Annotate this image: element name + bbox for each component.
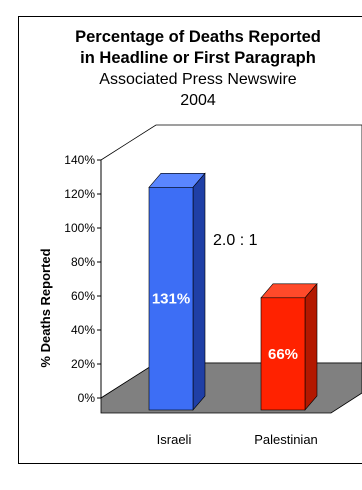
y-tick-label: 140% xyxy=(64,153,95,167)
y-tick-label: 60% xyxy=(71,289,95,303)
ratio-annotation: 2.0 : 1 xyxy=(213,232,258,249)
chart-title: Percentage of Deaths Reported xyxy=(75,28,321,46)
chart-titles: Percentage of Deaths Reported in Headlin… xyxy=(18,27,362,111)
y-tick-label: 0% xyxy=(78,391,96,405)
bar-side xyxy=(304,282,318,411)
y-tick-label: 100% xyxy=(64,221,95,235)
bar-palestinian xyxy=(260,297,306,411)
bar-data-label: 131% xyxy=(152,291,190,308)
chart-subtitle: Associated Press Newswire xyxy=(99,71,297,88)
bar-data-label: 66% xyxy=(268,346,298,363)
back-wall xyxy=(100,124,362,399)
y-tick-label: 80% xyxy=(71,255,95,269)
y-axis: 0% 20% 40% 60% 80% 100% 120% 140% xyxy=(64,153,102,405)
chart-frame xyxy=(18,16,362,464)
y-tick-label: 20% xyxy=(71,357,95,371)
bar-side xyxy=(192,172,206,411)
y-tick-label: 40% xyxy=(71,323,95,337)
x-tick-label: Palestinian xyxy=(254,432,318,447)
bars: 131% Israeli 66% Palestinian xyxy=(148,172,318,447)
bar-israeli xyxy=(148,187,194,411)
y-tick-label: 120% xyxy=(64,187,95,201)
chart-title-line2: in Headline or First Paragraph xyxy=(80,49,316,67)
x-tick-label: Israeli xyxy=(157,432,192,447)
y-axis-label: % Deaths Reported xyxy=(38,248,53,367)
chart-walls xyxy=(100,124,362,414)
chart-year: 2004 xyxy=(180,92,216,109)
